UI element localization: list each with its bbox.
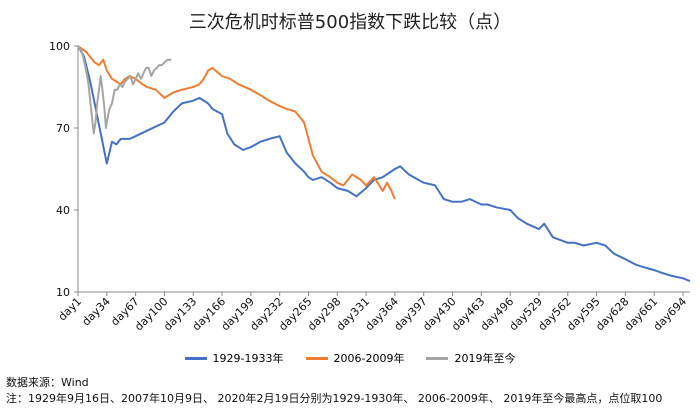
- legend-label: 1929-1933年: [212, 352, 284, 365]
- y-tick-label: 100: [49, 40, 70, 53]
- series-lines: [77, 45, 691, 283]
- footnote-source: 数据来源：Wind: [6, 376, 89, 389]
- legend-item-2: 2006-2009年: [305, 350, 405, 366]
- legend-label: 2006-2009年: [333, 352, 405, 365]
- x-tick-labels: day1day34day67day100day133day166day199da…: [56, 292, 689, 333]
- y-tick-label: 70: [56, 122, 70, 135]
- legend-swatch: [184, 356, 207, 360]
- y-tick-label: 40: [56, 204, 70, 217]
- footnote-note: 注：1929年9月16日、2007年10月9日、 2020年2月19日分别为19…: [6, 392, 663, 405]
- y-tick-label: 10: [56, 286, 70, 299]
- legend-item-1: 1929-1933年: [184, 350, 284, 366]
- series-line-2: [77, 45, 396, 200]
- series-line-1: [77, 45, 691, 283]
- chart-plot: 10 40 70 100 day1day34day67day100day133day1…: [49, 40, 691, 333]
- legend-label: 2019年至今: [454, 352, 516, 365]
- chart-title: 三次危机时标普500指数下跌比较（点）: [188, 12, 512, 33]
- legend-swatch: [305, 356, 328, 360]
- legend-swatch: [426, 356, 449, 360]
- axes-group: [77, 46, 690, 293]
- chart-legend: 1929-1933年 2006-2009年 2019年至今: [0, 350, 700, 366]
- y-tick-labels: 10 40 70 100: [49, 40, 78, 299]
- legend-item-3: 2019年至今: [426, 350, 515, 366]
- series-line-3: [77, 45, 172, 135]
- x-tick-label: day34: [80, 295, 113, 328]
